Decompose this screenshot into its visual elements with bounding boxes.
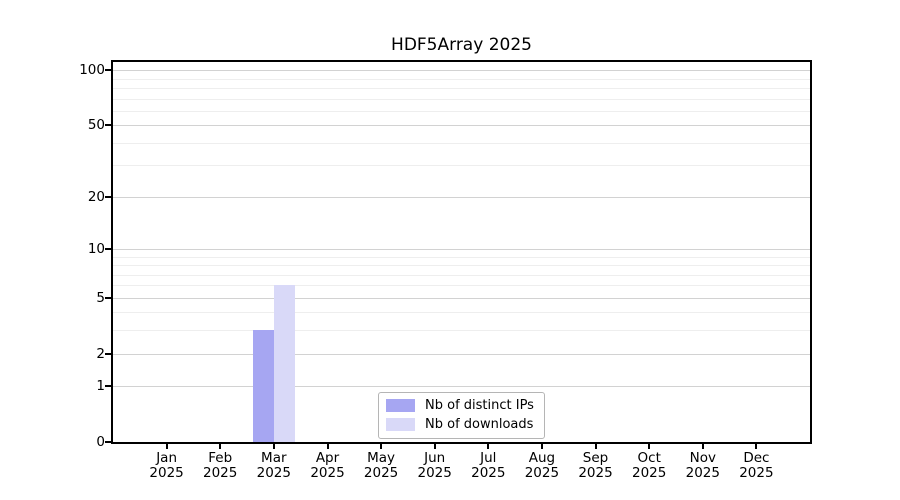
y-tick-label: 2 bbox=[96, 345, 105, 362]
x-tick-mark bbox=[433, 444, 436, 449]
y-tick-label: 10 bbox=[87, 240, 105, 257]
x-tick-mark bbox=[540, 444, 543, 449]
x-tick-mark bbox=[272, 444, 275, 449]
x-tick-line: Jun bbox=[424, 450, 446, 466]
x-tick-line: Jul bbox=[480, 450, 497, 466]
y-tick-label: 5 bbox=[96, 289, 105, 306]
x-tick-mark bbox=[165, 444, 168, 449]
y-tick-label: 1 bbox=[96, 378, 105, 395]
gridline-minor bbox=[113, 98, 810, 100]
x-tick-label: Oct 2025 bbox=[614, 451, 684, 480]
legend: Nb of distinct IPs Nb of downloads bbox=[378, 392, 545, 439]
x-tick-mark bbox=[219, 444, 222, 449]
x-tick-label: Jul 2025 bbox=[453, 451, 523, 480]
x-tick-mark bbox=[648, 444, 651, 449]
x-tick-line: Sep bbox=[582, 450, 609, 466]
gridline-major bbox=[113, 125, 810, 127]
gridline-major bbox=[113, 248, 810, 250]
x-tick-line: Jan bbox=[156, 450, 177, 466]
x-tick-label: Feb 2025 bbox=[185, 451, 255, 480]
x-tick-line: 2025 bbox=[578, 464, 613, 481]
gridline-minor bbox=[113, 165, 810, 167]
gridline-minor bbox=[113, 285, 810, 287]
gridline-minor bbox=[113, 265, 810, 266]
gridline-minor bbox=[113, 330, 810, 332]
x-tick-mark bbox=[701, 444, 704, 449]
x-tick-line: 2025 bbox=[149, 464, 184, 481]
x-tick-line: 2025 bbox=[632, 464, 667, 481]
gridline-minor bbox=[113, 274, 810, 276]
bar-downloads bbox=[273, 285, 295, 442]
x-tick-mark bbox=[380, 444, 383, 449]
x-tick-line: Mar bbox=[261, 450, 287, 466]
x-tick-line: 2025 bbox=[471, 464, 506, 481]
legend-label-downloads: Nb of downloads bbox=[425, 417, 534, 432]
y-tick-label: 50 bbox=[87, 117, 105, 134]
x-tick-line: Oct bbox=[637, 450, 661, 466]
y-tick-mark bbox=[105, 352, 111, 355]
gridline-minor bbox=[113, 312, 810, 314]
legend-swatch-downloads bbox=[386, 418, 415, 431]
bar-distinct-ips bbox=[252, 330, 274, 442]
x-tick-line: Feb bbox=[208, 450, 233, 466]
legend-swatch-distinct-ips bbox=[386, 399, 415, 412]
legend-label-distinct-ips: Nb of distinct IPs bbox=[425, 398, 534, 413]
y-tick-label: 20 bbox=[87, 188, 105, 205]
x-tick-mark bbox=[326, 444, 329, 449]
x-tick-label: Dec 2025 bbox=[721, 451, 791, 480]
x-tick-line: 2025 bbox=[310, 464, 345, 481]
y-tick-label: 0 bbox=[96, 434, 105, 450]
x-tick-line: 2025 bbox=[417, 464, 452, 481]
x-tick-label: Aug 2025 bbox=[507, 451, 577, 480]
x-tick-line: Aug bbox=[528, 450, 556, 466]
x-tick-line: Nov bbox=[689, 450, 716, 466]
legend-item-distinct-ips: Nb of distinct IPs bbox=[386, 398, 534, 413]
y-tick-label: 100 bbox=[79, 62, 105, 79]
y-tick-mark bbox=[105, 247, 111, 250]
x-tick-line: Apr bbox=[315, 450, 340, 466]
gridline-major bbox=[113, 386, 810, 388]
x-tick-line: 2025 bbox=[203, 464, 238, 481]
x-tick-line: 2025 bbox=[685, 464, 720, 481]
x-tick-line: 2025 bbox=[524, 464, 560, 481]
gridline-major bbox=[113, 297, 810, 299]
x-tick-line: Dec bbox=[743, 450, 770, 466]
y-tick-mark bbox=[105, 385, 111, 388]
y-tick-mark bbox=[105, 69, 111, 72]
chart-title: HDF5Array 2025 bbox=[391, 35, 532, 55]
x-tick-label: Apr 2025 bbox=[293, 451, 363, 480]
x-tick-label: Sep 2025 bbox=[561, 451, 631, 480]
gridline-major bbox=[113, 196, 810, 198]
x-tick-label: Jan 2025 bbox=[132, 451, 202, 480]
x-tick-line: 2025 bbox=[363, 464, 399, 481]
y-tick-mark bbox=[105, 441, 111, 443]
x-tick-mark bbox=[594, 444, 597, 449]
x-tick-line: 2025 bbox=[739, 464, 774, 481]
x-tick-mark bbox=[487, 444, 490, 449]
gridline-major bbox=[113, 70, 810, 72]
x-tick-label: Jun 2025 bbox=[400, 451, 470, 480]
x-tick-line: May bbox=[367, 450, 396, 466]
gridline-minor bbox=[113, 78, 810, 80]
gridline-minor bbox=[113, 256, 810, 258]
x-tick-line: 2025 bbox=[256, 464, 291, 481]
x-tick-label: Mar 2025 bbox=[239, 451, 309, 480]
gridline-major bbox=[113, 353, 810, 355]
y-tick-mark bbox=[105, 296, 111, 299]
y-tick-mark bbox=[105, 124, 111, 127]
gridline-minor bbox=[113, 88, 810, 90]
gridline-minor bbox=[113, 110, 810, 112]
gridline-minor bbox=[113, 142, 810, 144]
x-tick-label: Nov 2025 bbox=[668, 451, 738, 480]
y-tick-mark bbox=[105, 195, 111, 198]
x-tick-label: May 2025 bbox=[346, 451, 416, 480]
x-tick-mark bbox=[755, 444, 758, 449]
plot-area: Nb of distinct IPs Nb of downloads bbox=[111, 60, 812, 444]
legend-item-downloads: Nb of downloads bbox=[386, 417, 534, 432]
